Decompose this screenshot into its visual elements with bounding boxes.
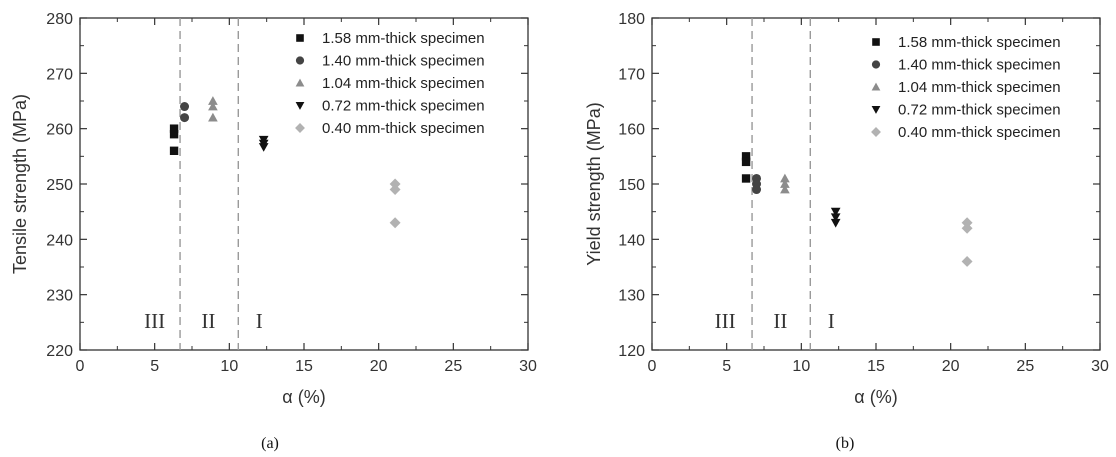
data-point <box>830 213 841 223</box>
x-tick-label: 30 <box>519 358 537 375</box>
legend-marker <box>871 127 881 137</box>
x-axis-label: α (%) <box>854 387 897 407</box>
y-tick-label: 150 <box>618 177 645 194</box>
data-point <box>208 96 218 105</box>
x-tick-label: 30 <box>1091 358 1109 375</box>
legend-label: 1.58 mm-thick specimen <box>322 30 485 47</box>
legend-label: 1.40 mm-thick specimen <box>322 53 485 70</box>
x-tick-label: 10 <box>792 358 810 375</box>
region-label: II <box>201 309 215 333</box>
data-point <box>961 222 973 234</box>
data-point <box>830 207 841 217</box>
data-point <box>780 184 790 194</box>
y-tick-label: 130 <box>618 288 645 305</box>
y-tick-label: 160 <box>618 122 645 139</box>
y-tick-label: 280 <box>46 11 73 28</box>
region-label: III <box>144 309 165 333</box>
data-point <box>741 157 751 167</box>
data-point <box>389 217 401 229</box>
x-tick-label: 10 <box>220 358 238 375</box>
legend-marker <box>295 123 305 133</box>
region-label: III <box>715 309 736 333</box>
legend-label: 0.72 mm-thick specimen <box>898 102 1061 119</box>
y-tick-label: 240 <box>46 232 73 249</box>
subfigure-caption: (a) <box>261 435 279 452</box>
y-tick-label: 270 <box>46 66 73 83</box>
data-point <box>389 184 401 195</box>
data-point <box>961 256 973 267</box>
data-point <box>752 185 762 195</box>
subfigure-caption: (b) <box>836 435 855 452</box>
data-point <box>169 130 179 139</box>
data-point <box>780 173 790 183</box>
x-tick-label: 5 <box>150 358 159 375</box>
legend-marker <box>295 56 305 65</box>
x-tick-label: 15 <box>295 358 313 375</box>
legend-label: 1.04 mm-thick specimen <box>898 79 1061 96</box>
y-tick-label: 230 <box>46 288 73 305</box>
legend-marker <box>296 34 304 42</box>
data-point <box>180 113 190 123</box>
region-label: I <box>256 309 263 333</box>
y-tick-label: 220 <box>46 343 73 360</box>
data-point <box>169 146 179 155</box>
legend-label: 1.04 mm-thick specimen <box>322 75 485 92</box>
x-axis-label: α (%) <box>282 387 325 407</box>
data-point <box>208 101 218 111</box>
y-tick-label: 250 <box>46 177 73 194</box>
data-point <box>741 174 751 183</box>
data-point <box>389 178 401 190</box>
y-tick-label: 140 <box>618 232 645 249</box>
data-point <box>830 218 841 228</box>
legend-marker <box>871 60 881 69</box>
x-tick-label: 15 <box>867 358 885 375</box>
data-point <box>741 152 751 161</box>
x-tick-label: 20 <box>370 358 388 375</box>
legend-label: 1.58 mm-thick specimen <box>898 34 1061 51</box>
x-tick-label: 5 <box>722 358 731 375</box>
x-tick-label: 0 <box>76 358 85 375</box>
y-tick-label: 170 <box>618 66 645 83</box>
legend-marker <box>295 102 305 110</box>
legend-marker <box>295 78 305 87</box>
x-tick-label: 25 <box>444 358 462 375</box>
data-point <box>780 179 790 188</box>
data-point <box>180 102 190 112</box>
x-tick-label: 20 <box>942 358 960 375</box>
legend-label: 0.40 mm-thick specimen <box>322 120 485 137</box>
legend-marker <box>872 38 880 46</box>
data-point <box>169 124 179 133</box>
data-point <box>258 143 269 152</box>
data-point <box>961 217 973 229</box>
y-tick-label: 120 <box>618 343 645 360</box>
legend-marker <box>871 82 881 91</box>
x-tick-label: 25 <box>1016 358 1034 375</box>
legend-marker <box>871 106 881 114</box>
x-tick-label: 0 <box>648 358 657 375</box>
data-point <box>208 112 218 122</box>
y-axis-label: Yield strength (MPa) <box>584 102 604 265</box>
y-axis-label: Tensile strength (MPa) <box>10 94 30 274</box>
legend-label: 0.72 mm-thick specimen <box>322 98 485 115</box>
legend-label: 1.40 mm-thick specimen <box>898 57 1061 74</box>
region-label: II <box>773 309 787 333</box>
region-label: I <box>828 309 835 333</box>
y-tick-label: 260 <box>46 122 73 139</box>
legend-label: 0.40 mm-thick specimen <box>898 124 1061 141</box>
y-tick-label: 180 <box>618 11 645 28</box>
